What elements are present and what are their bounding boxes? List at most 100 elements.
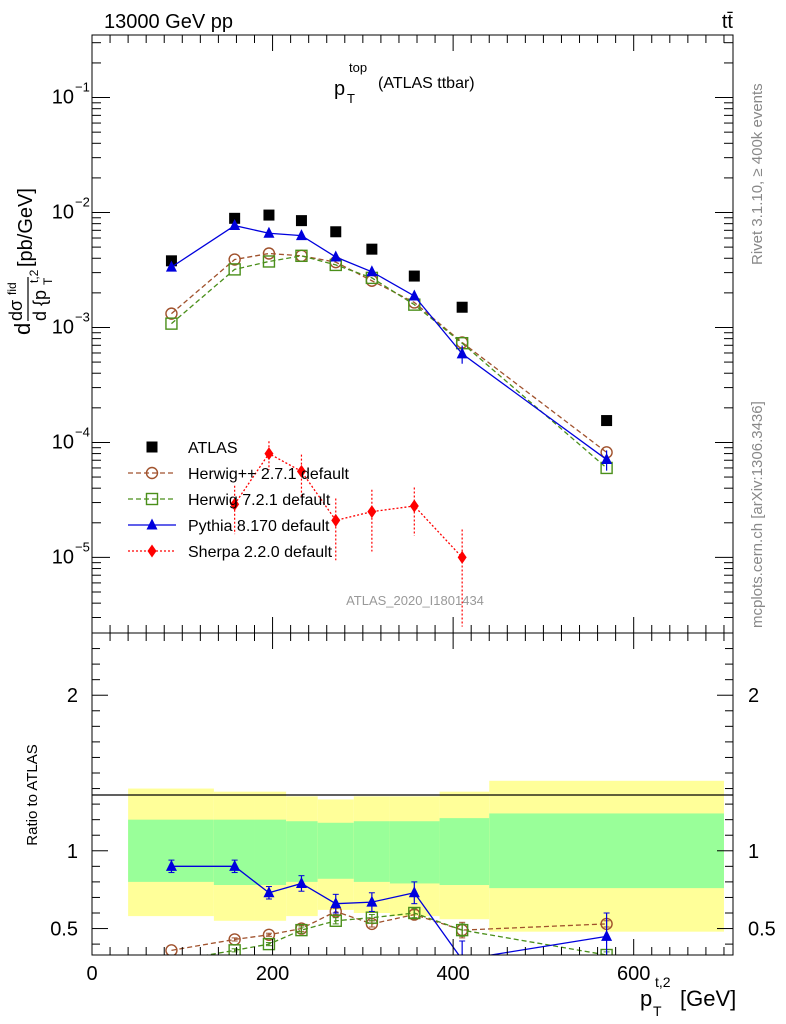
data-point [330, 226, 342, 238]
svg-text:−2: −2 [75, 195, 90, 210]
svg-text:fid: fid [5, 282, 19, 295]
ratio-uncertainty-bands [128, 780, 724, 932]
rivet-version-label: Rivet 3.1.10, ≥ 400k events [749, 83, 766, 265]
svg-text:10: 10 [52, 431, 74, 453]
data-point [330, 250, 342, 262]
x-tick-label: 200 [256, 963, 289, 985]
data-point [228, 253, 241, 266]
data-point [408, 270, 420, 282]
ratio-y-tick-label-right: 0.5 [748, 919, 776, 941]
inner-band [353, 821, 390, 882]
legend-marker [145, 466, 159, 480]
ratio-point [601, 929, 613, 941]
ratio-plot-frame [91, 632, 734, 956]
ratio-point [166, 956, 177, 967]
ratio-point [408, 906, 421, 920]
svg-text:−3: −3 [75, 309, 90, 324]
y-tick-label: 10 −2 [52, 195, 90, 224]
data-point [366, 243, 378, 255]
svg-text:T: T [653, 1003, 662, 1019]
y-tick-label: 10 −4 [52, 424, 90, 453]
y-tick-label: 10 −1 [52, 80, 90, 109]
header-left-label: 13000 GeV pp [104, 11, 233, 33]
series-sherpa-2-2-0-default [230, 441, 467, 627]
ratio-point [365, 911, 379, 924]
data-point [601, 415, 613, 427]
ratio-point [262, 937, 276, 951]
data-point [295, 215, 307, 227]
data-point [296, 464, 306, 478]
analysis-tag: ATLAS_2020_I1801434 [346, 593, 484, 608]
series-herwig-2-7-1-default [165, 247, 613, 459]
data-point [229, 212, 241, 224]
ratio-point [263, 886, 275, 898]
svg-text:t,2: t,2 [655, 974, 671, 990]
legend-entry: Herwig 7.2.1 default [128, 492, 331, 509]
legend-entry: Sherpa 2.2.0 default [128, 544, 333, 561]
ratio-y-tick-label-right: 1 [748, 841, 759, 863]
svg-text:T: T [41, 277, 55, 285]
data-point [263, 209, 275, 221]
legend-entry: ATLAS [146, 440, 238, 457]
ratio-point [165, 944, 178, 955]
inner-band [254, 819, 287, 885]
plot-title: p T top (ATLAS ttbar) [334, 60, 475, 106]
data-point [262, 247, 276, 260]
ratio-pythia-8-170-default [165, 859, 613, 955]
ratio-axes: 0.5 0.5 1 1 2 2 0 200 400 600 [50, 633, 776, 985]
data-point [366, 265, 378, 277]
main-axes: 10−510−410−310−210−1 [52, 35, 733, 633]
svg-text:10: 10 [52, 87, 74, 109]
ratio-y-tick-label-left: 2 [67, 685, 78, 707]
data-point [264, 447, 274, 461]
ratio-y-axis-label: Ratio to ATLAS [24, 744, 41, 845]
ratio-point [229, 859, 241, 871]
ratio-point [295, 923, 308, 937]
svg-text:p: p [640, 986, 652, 1011]
data-point [367, 505, 377, 519]
svg-text:d: d [10, 323, 35, 335]
legend-marker [146, 441, 158, 453]
series-atlas [165, 209, 613, 427]
series-line [171, 255, 608, 469]
ratio-point [228, 944, 241, 955]
inner-band [213, 819, 255, 885]
data-point [331, 513, 341, 527]
data-point [295, 229, 307, 241]
legend-label: Herwig++ 2.7.1 default [188, 466, 350, 483]
data-point [457, 550, 467, 564]
ratio-point [455, 923, 469, 937]
legend-label: ATLAS [188, 440, 238, 457]
legend-label: Sherpa 2.2.0 default [188, 544, 333, 561]
ratio-y-tick-label-left: 1 [67, 841, 78, 863]
main-y-axis-unit: [pb/GeV] [15, 188, 37, 267]
legend: ATLAS Herwig++ 2.7.1 default Herwig 7.2.1 … [128, 440, 350, 561]
data-point [165, 317, 178, 330]
x-tick-label: 600 [617, 963, 650, 985]
ratio-point [262, 928, 276, 941]
legend-marker [147, 544, 157, 558]
svg-text:t,2: t,2 [27, 269, 41, 283]
inner-band [439, 818, 490, 885]
data-point [409, 499, 419, 513]
ratio-y-tick-label-left: 0.5 [50, 919, 78, 941]
data-point [601, 453, 613, 465]
data-point [229, 219, 241, 231]
legend-label: Herwig 7.2.1 default [188, 492, 331, 509]
x-tick-label: 0 [86, 963, 97, 985]
inner-band [489, 813, 724, 889]
series-line [171, 224, 607, 461]
y-tick-label: 10 −3 [52, 309, 90, 338]
svg-text:(ATLAS ttbar): (ATLAS ttbar) [378, 75, 475, 92]
data-point [262, 255, 276, 268]
legend-label: Pythia 8.170 default [188, 518, 330, 535]
x-axis-label: p T t,2 [GeV] [640, 974, 736, 1019]
ratio-y-tick-label-right: 2 [748, 685, 759, 707]
svg-text:top: top [349, 60, 367, 75]
ratio-point [329, 914, 342, 927]
ratio-herwig-7-2-1-default [166, 906, 613, 967]
svg-text:10: 10 [52, 546, 74, 568]
svg-text:10: 10 [52, 202, 74, 224]
data-point [456, 301, 468, 313]
